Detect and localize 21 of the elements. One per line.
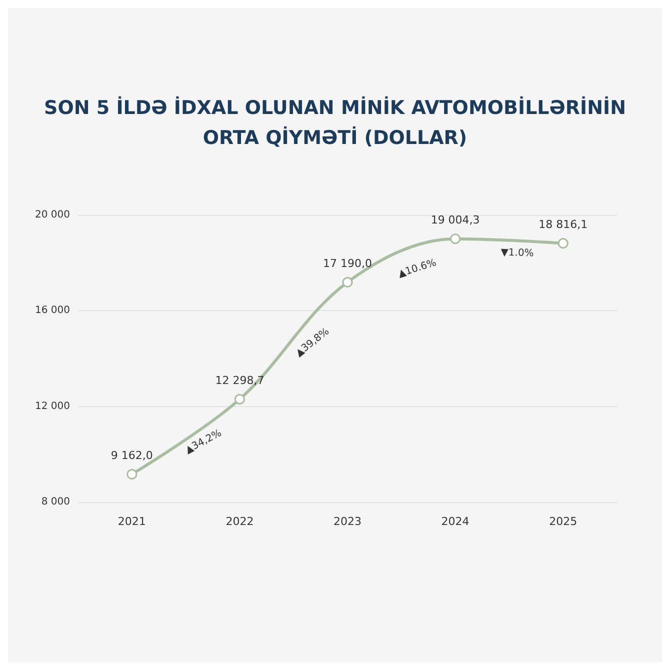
point	[126, 468, 138, 480]
y-tick-label: 16 000	[35, 305, 70, 316]
data-label: 12 298,7	[215, 374, 264, 387]
x-tick-label: 2022	[226, 515, 254, 528]
data-label: 19 004,3	[430, 214, 480, 227]
annotation: ▼1.0%	[500, 247, 534, 260]
data-label: 17 190,0	[323, 256, 372, 270]
x-tick-label: 2023	[334, 515, 362, 528]
y-tick-label: 20 000	[35, 210, 70, 220]
point	[342, 276, 353, 288]
data-label: 18 816,1	[538, 218, 588, 232]
chart-title: SON 5 İLDƏ İDXAL OLUNAN MİNİK AVTOMOBİLLƏRİNİN ORTA QİYMƏTİ (DOLLAR)	[44, 96, 626, 149]
y-tick-label: 8 000	[41, 496, 70, 508]
point	[450, 234, 461, 244]
x-tick-label: 2025	[549, 515, 578, 528]
point	[234, 394, 245, 404]
x-tick-label: 2021	[118, 515, 146, 528]
point	[558, 238, 568, 249]
x-tick-label: 2024	[441, 515, 470, 528]
data-label: 9 162,0	[110, 448, 153, 462]
y-tick-label: 12 000	[35, 400, 70, 412]
